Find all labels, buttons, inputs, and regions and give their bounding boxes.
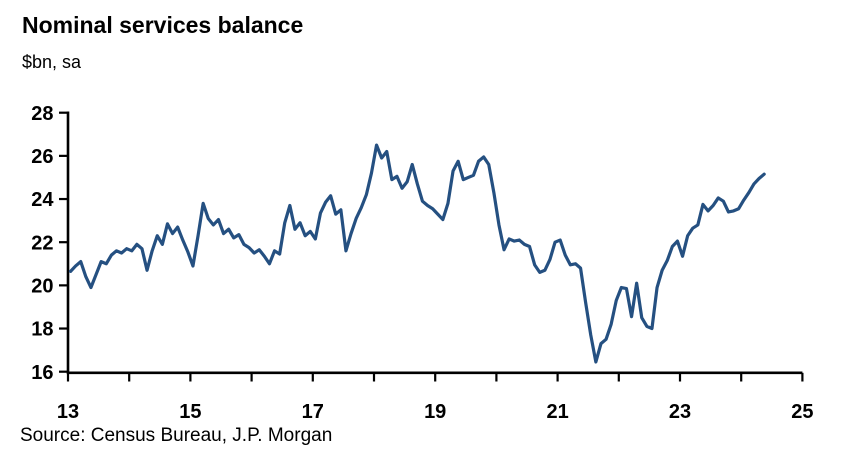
x-axis-tick-label: 23: [669, 401, 691, 423]
y-axis-tick-label: 16: [31, 362, 53, 384]
services-balance-line: [68, 143, 766, 364]
chart-y-axis-unit-label: $bn, sa: [22, 52, 82, 72]
y-axis-tick-label: 22: [31, 232, 53, 254]
y-axis-tick-label: 18: [31, 319, 53, 341]
x-axis-tick-label: 15: [179, 401, 201, 423]
y-axis-tick-label: 20: [31, 276, 53, 298]
x-axis-tick-label: 21: [546, 401, 568, 423]
chart-title: Nominal services balance: [22, 12, 304, 38]
x-axis-tick-label: 13: [57, 401, 79, 423]
y-axis-tick-label: 24: [31, 189, 54, 211]
chart-source-note: Source: Census Bureau, J.P. Morgan: [20, 425, 333, 446]
y-axis-tick-label: 26: [31, 146, 53, 168]
y-axis-tick-label: 28: [31, 103, 53, 125]
x-axis-tick-label: 19: [424, 401, 446, 423]
axis-lines: [66, 111, 803, 375]
x-axis-tick-label: 17: [302, 401, 324, 423]
x-axis-tick-label: 25: [791, 401, 813, 423]
